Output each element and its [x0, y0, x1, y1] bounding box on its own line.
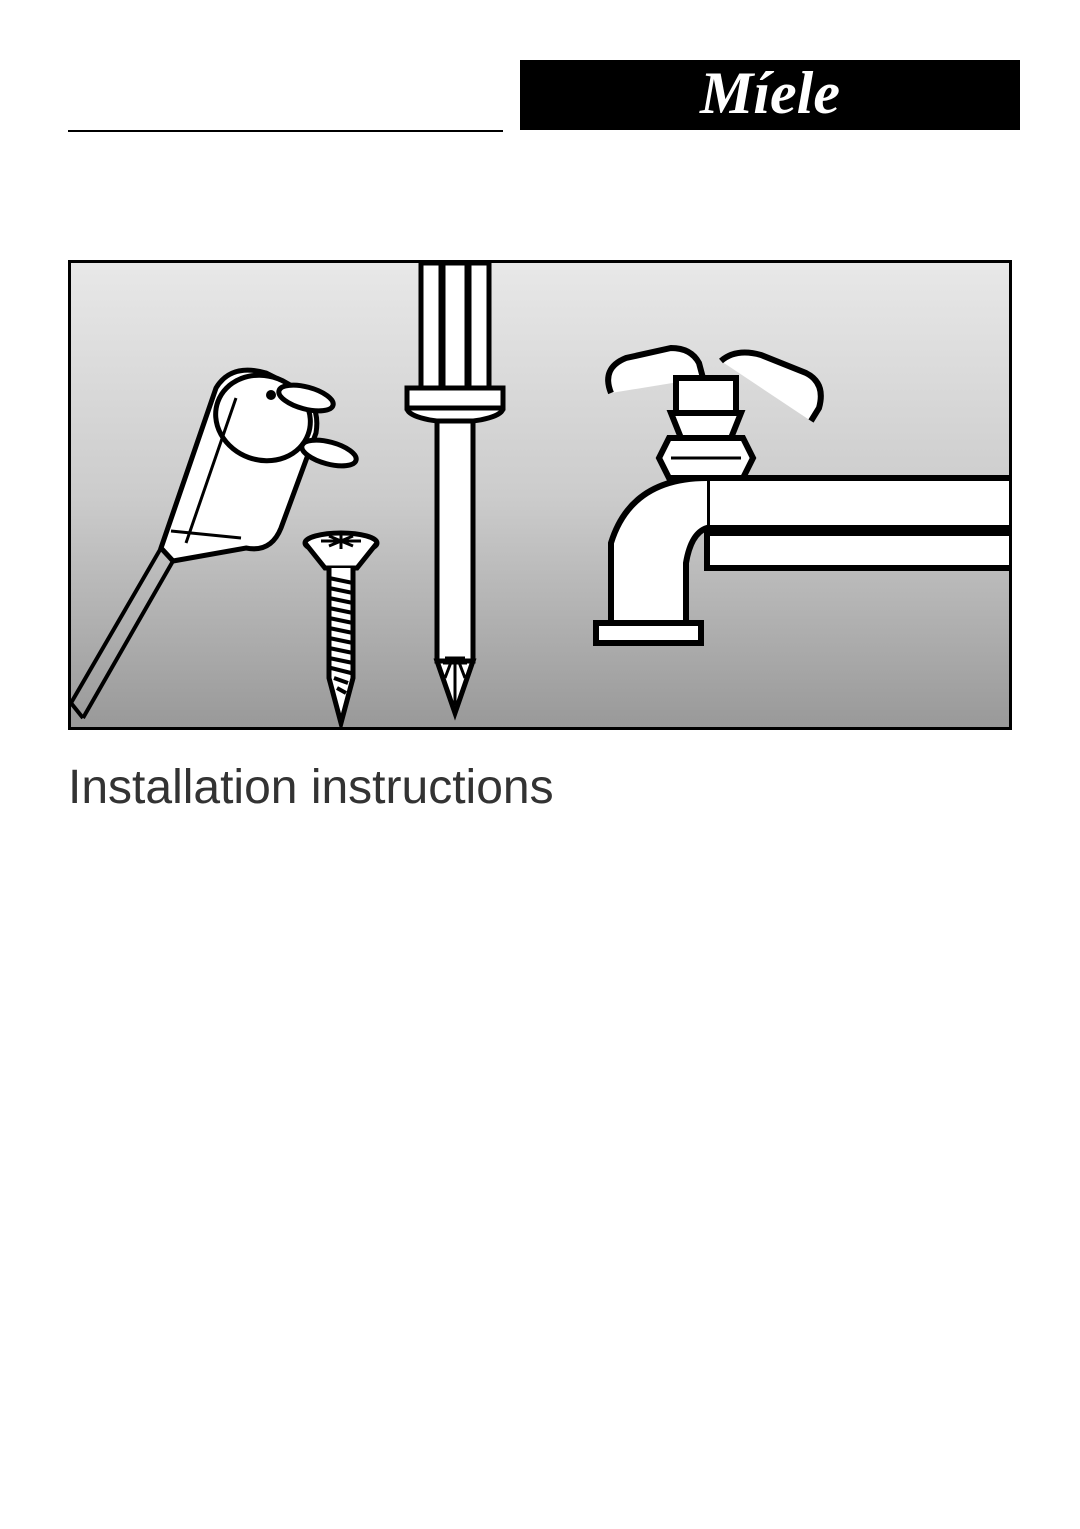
brand-logo-container: Míele	[520, 60, 1020, 130]
installation-illustration	[68, 260, 1012, 730]
brand-logo-bar: Míele	[520, 60, 1020, 130]
document-title: Installation instructions	[68, 760, 554, 815]
header-divider	[68, 130, 503, 132]
screwdriver-icon	[407, 263, 503, 713]
logo-text: Míele	[699, 65, 840, 125]
water-tap-icon	[596, 348, 1012, 643]
tools-illustration	[71, 263, 1012, 730]
miele-logo: Míele	[525, 65, 1015, 125]
screw-icon	[305, 533, 377, 723]
